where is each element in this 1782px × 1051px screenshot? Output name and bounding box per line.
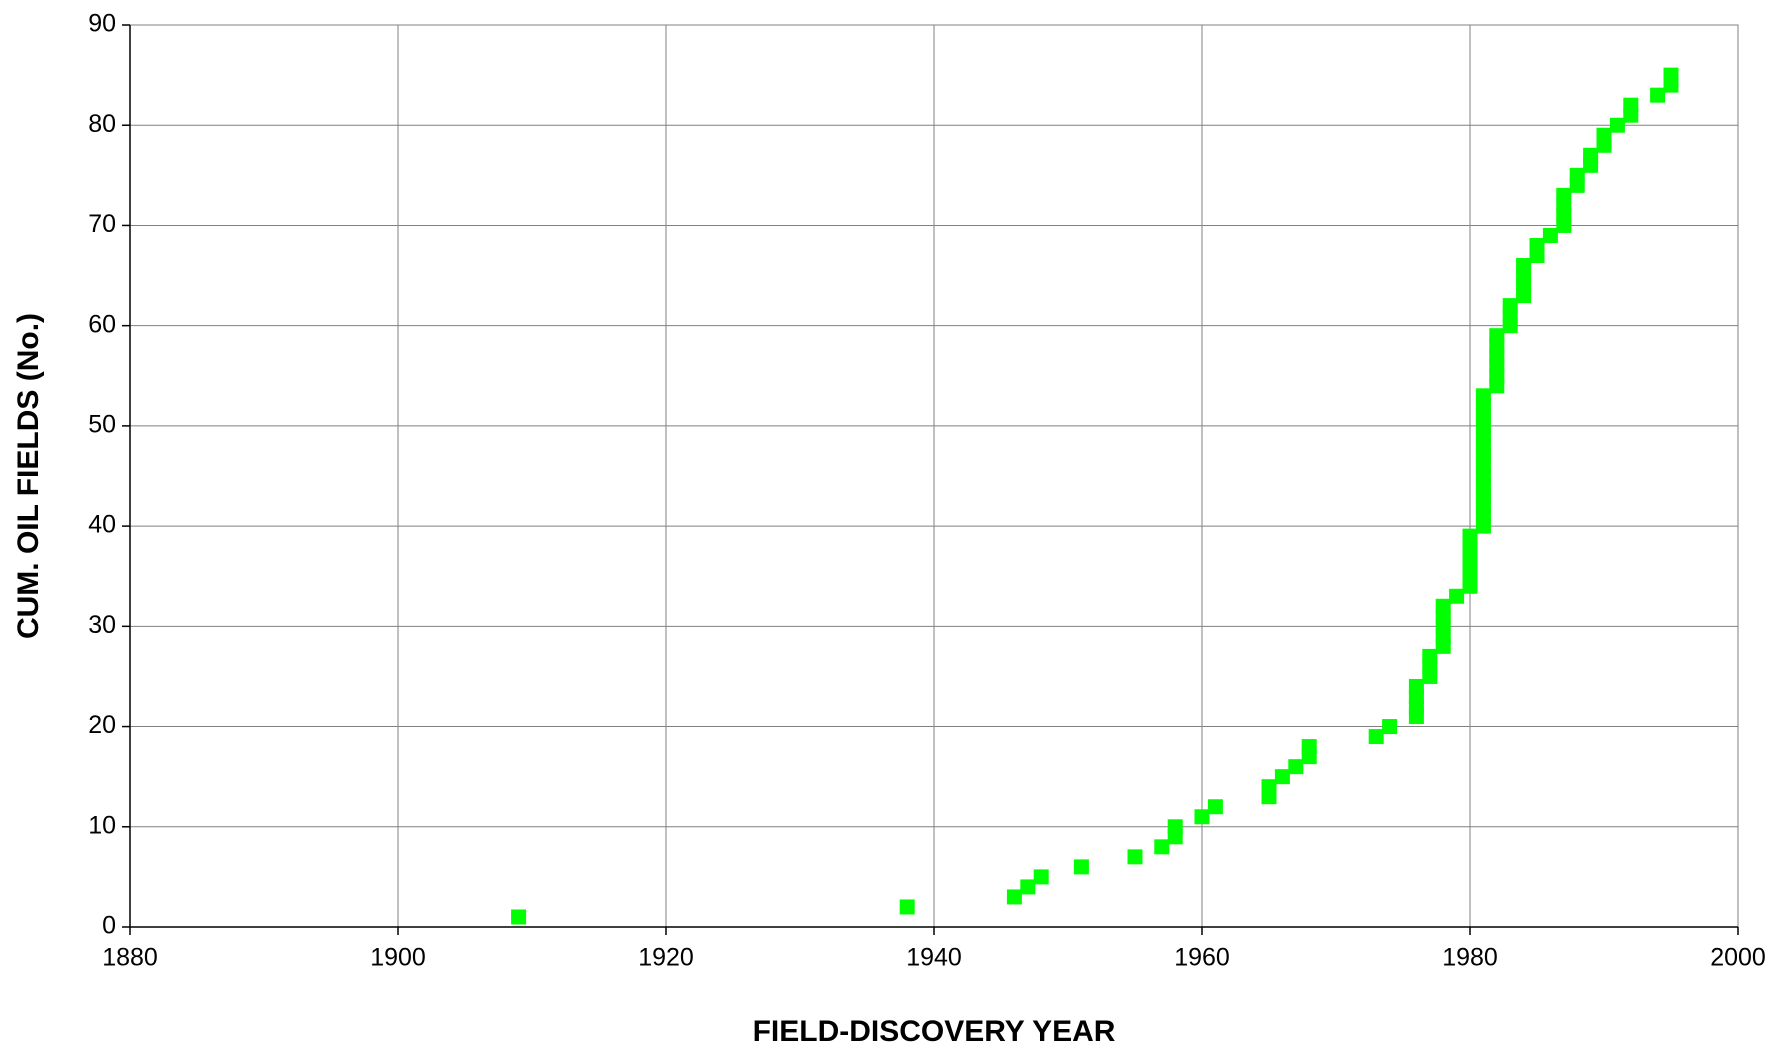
point — [1006, 889, 1022, 905]
x-axis-title: FIELD-DISCOVERY YEAR — [753, 1015, 1116, 1048]
y-tick-label: 90 — [88, 10, 116, 38]
point — [1475, 388, 1491, 404]
x-tick-label: 1960 — [1174, 944, 1230, 972]
y-tick-label: 80 — [88, 110, 116, 138]
y-tick-label: 60 — [88, 310, 116, 338]
x-tick-label: 1900 — [370, 944, 426, 972]
point — [1274, 769, 1290, 785]
point — [1516, 258, 1532, 274]
point — [1368, 729, 1384, 745]
x-tick-label: 2000 — [1710, 944, 1766, 972]
point — [1167, 819, 1183, 835]
point — [1073, 859, 1089, 875]
point — [1449, 588, 1465, 604]
point — [1583, 147, 1599, 163]
point — [1261, 779, 1277, 795]
point — [1596, 127, 1612, 143]
y-axis-title: CUM. OIL FIELDS (No.) — [12, 313, 45, 639]
point — [1422, 648, 1438, 664]
point — [1207, 799, 1223, 815]
point — [899, 899, 915, 915]
point — [1502, 298, 1518, 314]
point — [1609, 117, 1625, 133]
x-tick-label: 1980 — [1442, 944, 1498, 972]
point — [1623, 97, 1639, 113]
point — [1288, 759, 1304, 775]
point — [1529, 237, 1545, 253]
y-tick-label: 0 — [102, 912, 116, 940]
point — [1462, 528, 1478, 544]
point — [1194, 809, 1210, 825]
y-tick-label: 30 — [88, 611, 116, 639]
point — [1020, 879, 1036, 895]
point — [511, 909, 527, 925]
point — [1556, 187, 1572, 203]
point — [1127, 849, 1143, 865]
point — [1435, 598, 1451, 614]
y-tick-label: 70 — [88, 210, 116, 238]
point — [1382, 719, 1398, 735]
point — [1154, 839, 1170, 855]
x-tick-label: 1920 — [638, 944, 694, 972]
y-tick-label: 20 — [88, 711, 116, 739]
point — [1489, 328, 1505, 344]
y-tick-label: 40 — [88, 511, 116, 539]
point — [1569, 167, 1585, 183]
y-tick-label: 10 — [88, 811, 116, 839]
point — [1663, 67, 1679, 83]
y-tick-label: 50 — [88, 410, 116, 438]
point — [1033, 869, 1049, 885]
x-tick-label: 1940 — [906, 944, 962, 972]
point — [1408, 678, 1424, 694]
point — [1542, 227, 1558, 243]
x-tick-label: 1880 — [102, 944, 158, 972]
point — [1301, 739, 1317, 755]
point — [1650, 87, 1666, 103]
